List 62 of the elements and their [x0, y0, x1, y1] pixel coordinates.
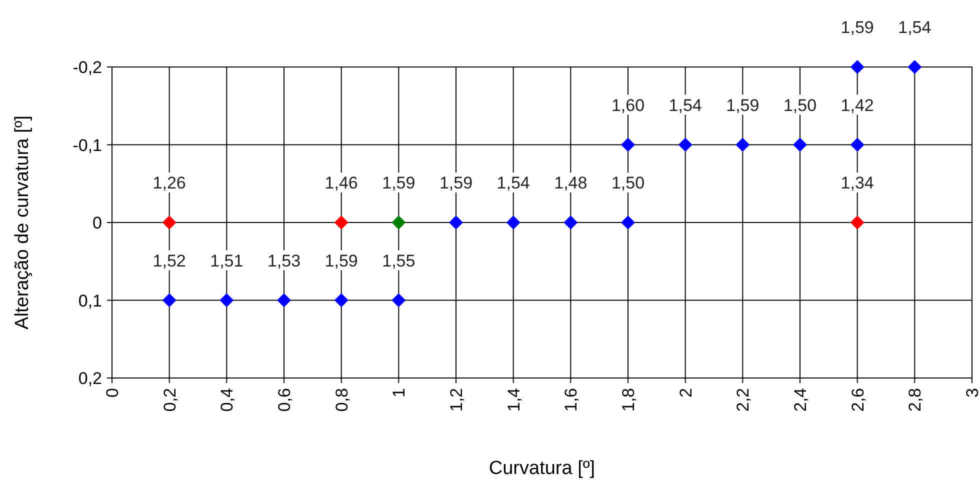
x-tick-label: 1,6	[562, 388, 581, 412]
y-axis-title: Alteração de curvatura [º]	[12, 116, 33, 330]
point	[449, 216, 463, 230]
point	[392, 216, 406, 230]
annotation: 1,59	[840, 18, 874, 37]
point	[334, 293, 348, 308]
annotation: 1,60	[611, 96, 645, 115]
point	[277, 293, 291, 308]
point	[506, 216, 520, 230]
y-tick-label: -0,2	[72, 58, 102, 77]
point	[220, 293, 234, 308]
point	[564, 216, 578, 230]
point	[162, 216, 176, 230]
y-tick-label: -0,1	[72, 136, 102, 155]
annotation: 1,54	[898, 18, 932, 37]
annotation: 1,52	[152, 251, 186, 270]
annotation: 1,34	[840, 174, 874, 192]
x-tick-label: 2,2	[734, 388, 753, 412]
x-tick-label: 1,2	[447, 388, 466, 412]
annotation: 1,59	[726, 96, 760, 115]
x-tick-label: 0	[103, 388, 122, 398]
annotation: 1,42	[840, 96, 874, 115]
x-axis-title: Curvatura [º]	[488, 458, 596, 479]
point	[908, 60, 922, 74]
point	[678, 138, 692, 152]
point	[392, 293, 406, 308]
point	[793, 138, 807, 152]
annotation: 1,51	[210, 251, 244, 270]
x-tick-label: 0,8	[332, 388, 352, 412]
x-tick-label: 2,8	[906, 388, 925, 412]
x-tick-label: 3	[963, 388, 979, 398]
point	[850, 138, 864, 152]
point	[621, 138, 635, 152]
annotation: 1,54	[668, 96, 702, 115]
x-tick-label: 0,6	[275, 388, 294, 412]
y-tick-label: 0	[92, 214, 102, 232]
point	[850, 60, 864, 74]
point	[334, 216, 348, 230]
annotation: 1,59	[324, 251, 358, 270]
annotation: 1,26	[152, 174, 186, 192]
x-tick-label: 0,4	[218, 388, 237, 412]
annotation: 1,59	[382, 174, 416, 192]
x-tick-label: 2,4	[791, 388, 810, 412]
point	[736, 138, 750, 152]
annotation: 1,55	[382, 251, 416, 270]
annotation: 1,48	[554, 174, 588, 192]
annotation: 1,59	[439, 174, 473, 192]
annotation: 1,50	[611, 174, 645, 192]
point	[850, 216, 864, 230]
annotation: 1,53	[267, 251, 301, 270]
x-tick-label: 1	[390, 388, 409, 398]
x-tick-label: 2	[676, 388, 696, 398]
y-tick-label: 0,1	[78, 291, 102, 310]
x-tick-label: 1,8	[619, 388, 638, 412]
point	[621, 216, 635, 230]
x-tick-label: 1,4	[504, 388, 524, 412]
annotation: 1,46	[324, 174, 358, 192]
annotation: 1,50	[783, 96, 817, 115]
point	[162, 293, 176, 308]
annotation: 1,54	[496, 174, 530, 192]
x-tick-label: 0,2	[160, 388, 180, 412]
x-tick-label: 2,6	[848, 388, 868, 412]
